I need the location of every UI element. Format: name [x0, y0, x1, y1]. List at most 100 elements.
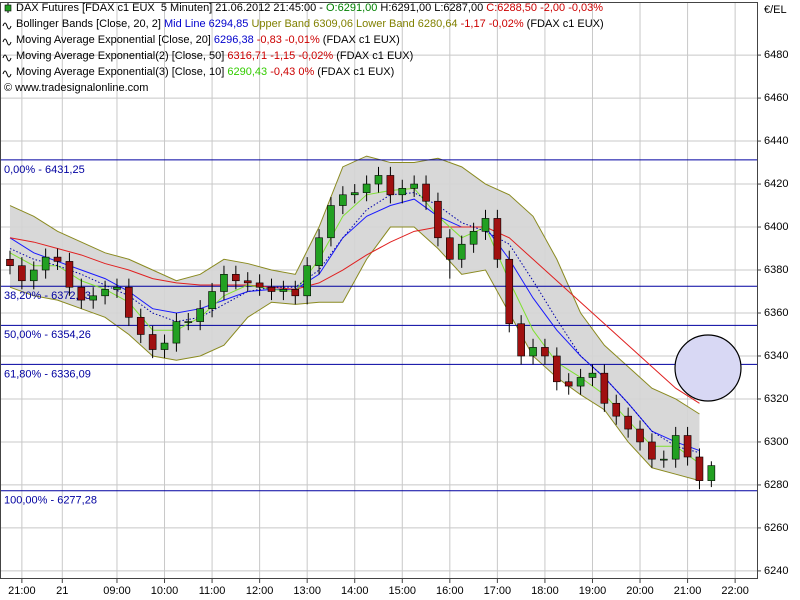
legend-text: Moving Average Exponential(2) [Close, 50…	[16, 50, 227, 62]
candle-body	[588, 372, 597, 378]
candle-body	[422, 183, 430, 202]
bollinger-upper	[9, 155, 700, 415]
legend-text: H:6291,00 L:6287,00	[377, 2, 486, 14]
candle-body	[541, 347, 549, 357]
y-tick-label: 6400	[764, 221, 788, 233]
candle-body	[315, 237, 323, 267]
candle-body	[6, 258, 14, 267]
candle-body	[481, 218, 490, 232]
candle-body	[339, 194, 347, 206]
legend-text: Bollinger Bands [Close, 20, 2]	[16, 18, 164, 30]
candle-body	[101, 289, 109, 297]
candle-body	[184, 321, 193, 323]
candle-body	[410, 183, 418, 189]
legend-icon	[2, 22, 12, 30]
candle-body	[576, 377, 585, 387]
candle-body	[279, 289, 288, 292]
legend-text: © www.tradesignalonline.com	[4, 82, 148, 94]
x-tick-label: 18:00	[531, 585, 559, 597]
y-tick-label: 6300	[764, 436, 788, 448]
candle-body	[172, 321, 181, 344]
x-tick-label: 09:00	[103, 585, 131, 597]
x-tick-label: 21:00	[674, 585, 702, 597]
y-tick-label: 6460	[764, 92, 788, 104]
x-tick-label: 16:00	[436, 585, 464, 597]
ema-line	[9, 226, 700, 404]
bollinger-mid	[9, 192, 700, 454]
candle-body	[434, 200, 442, 239]
candle-body	[636, 428, 644, 443]
candle-body	[612, 402, 621, 417]
x-tick-label: 21:00	[8, 585, 36, 597]
x-tick-label: 17:00	[484, 585, 512, 597]
y-tick-label: 6340	[764, 350, 788, 362]
highlight-circle	[674, 334, 742, 402]
candle-body	[148, 334, 157, 350]
plot-border	[0, 2, 758, 579]
y-tick-label: 6260	[764, 522, 788, 534]
legend-text: C:6288,50 -2,00 -0,03%	[486, 2, 603, 14]
candle-body	[243, 280, 252, 284]
x-tick-label: 14:00	[341, 585, 369, 597]
bollinger-band	[9, 156, 700, 481]
legend-icon	[2, 38, 12, 46]
candle-body	[457, 243, 466, 260]
legend-line: Moving Average Exponential [Close, 20] 6…	[16, 34, 400, 46]
legend-text: -1,17 -0,02%	[458, 18, 524, 30]
ema-line	[9, 198, 700, 452]
candle-body	[196, 308, 204, 322]
legend-text: -1,15 -0,02%	[267, 50, 333, 62]
candle-body	[564, 381, 573, 387]
x-tick-label: 11:00	[199, 585, 226, 597]
fib-label: 61,80% - 6336,09	[4, 368, 91, 380]
x-tick-label: 12:00	[246, 585, 274, 597]
candle-body	[255, 282, 264, 288]
x-tick-label: 21	[56, 585, 68, 597]
y-tick-label: 6360	[764, 307, 788, 319]
candle-body	[160, 342, 169, 350]
y-tick-label: 6480	[764, 49, 788, 61]
candle-body	[362, 183, 371, 193]
legend-text: -0,83 -0,01%	[254, 34, 320, 46]
candle-body	[660, 458, 668, 461]
bollinger-lower	[9, 226, 700, 482]
legend-text: Upper Band 6309,06 Lower Band 6280,64	[248, 18, 457, 30]
candle-body	[18, 265, 26, 282]
candle-body	[220, 274, 228, 292]
y-tick-label: 6320	[764, 393, 788, 405]
legend-text: 6316,71	[227, 50, 267, 62]
candle-body	[648, 441, 656, 460]
candle-body	[398, 188, 407, 196]
candle-body	[517, 323, 525, 357]
y-tick-label: 6240	[764, 565, 788, 577]
candle-body	[350, 192, 359, 196]
legend-text: -0,43 0%	[267, 66, 314, 78]
legend-text: 6296,38	[214, 34, 254, 46]
candle-body	[600, 372, 609, 404]
y-tick-label: 6380	[764, 264, 788, 276]
candle-body	[446, 237, 454, 260]
candle-body	[671, 435, 680, 460]
x-tick-label: 20:00	[626, 585, 654, 597]
legend-text: (FDAX c1 EUX)	[333, 50, 413, 62]
fib-label: 100,00% - 6277,28	[4, 495, 97, 507]
candle-body	[374, 175, 383, 185]
candle-body	[553, 355, 561, 383]
legend-text: O:6291,00	[326, 2, 377, 14]
candle-body	[695, 456, 704, 481]
candle-body	[267, 286, 276, 292]
candle-body	[707, 465, 716, 481]
legend-icon	[4, 4, 12, 12]
y-tick-label: 6420	[764, 178, 788, 190]
candle-body	[683, 435, 692, 458]
candle-body	[493, 218, 502, 260]
legend-text: (FDAX c1 EUX)	[320, 34, 400, 46]
legend-text: (FDAX c1 EUX)	[524, 18, 604, 30]
candle-body	[232, 274, 240, 282]
candle-body	[624, 415, 632, 430]
x-tick-label: 10:00	[151, 585, 179, 597]
legend-icon	[2, 70, 12, 78]
legend-text: 6290,43	[227, 66, 267, 78]
